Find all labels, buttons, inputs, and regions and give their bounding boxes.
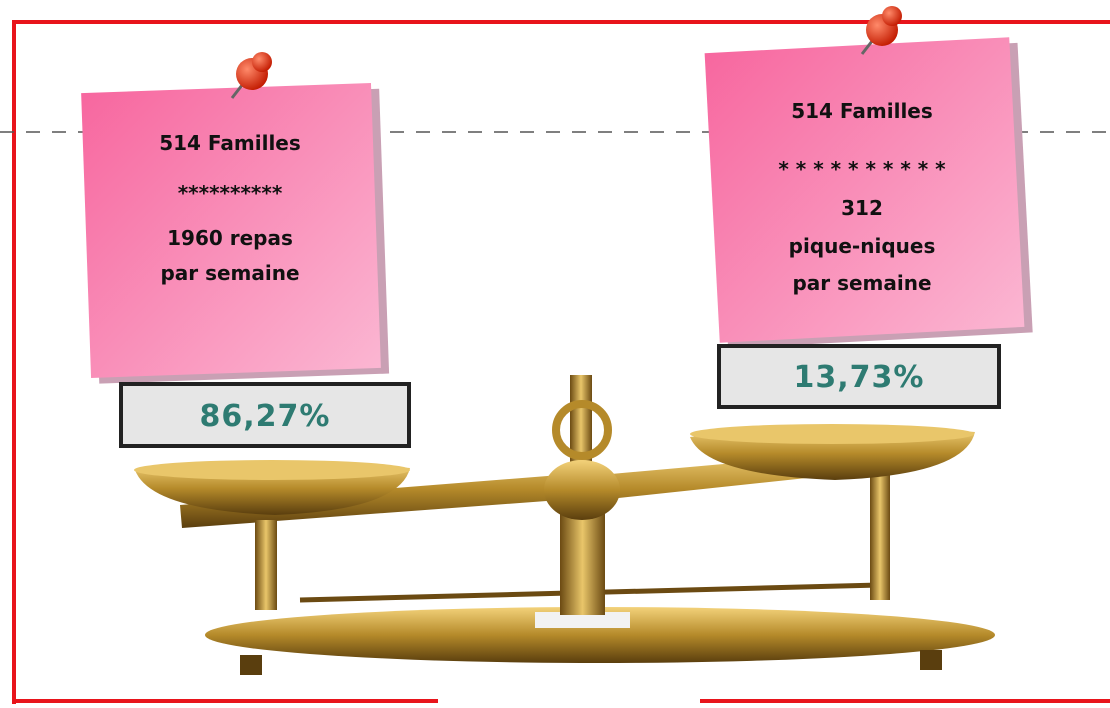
- percent-box: 13,73%: [717, 344, 1001, 409]
- note-line: * * * * * * * * * *: [778, 157, 946, 181]
- pushpin: [860, 6, 902, 55]
- frame: [12, 20, 1110, 704]
- note-line: pique-niques: [789, 234, 936, 258]
- percent-label: 13,73%: [794, 360, 925, 395]
- note-text-group: 514 Familles * * * * * * * * * * 312 pique-…: [778, 99, 946, 295]
- note-line: 1960 repas: [167, 226, 293, 250]
- note-line: 514 Familles: [159, 131, 301, 155]
- pushpin: [230, 52, 272, 99]
- note-line: par semaine: [792, 271, 931, 295]
- note-line: **********: [178, 181, 283, 205]
- sticky-note: [81, 82, 390, 384]
- percent-label: 86,27%: [200, 399, 331, 434]
- sticky-note: [704, 37, 1033, 349]
- percent-box: 86,27%: [119, 382, 411, 448]
- note-text-group: 514 Familles ********** 1960 repas par sema…: [159, 131, 301, 285]
- note-line: par semaine: [160, 261, 299, 285]
- note-line: 514 Familles: [791, 99, 933, 123]
- scale-image: [134, 375, 995, 675]
- note-line: 312: [841, 196, 883, 220]
